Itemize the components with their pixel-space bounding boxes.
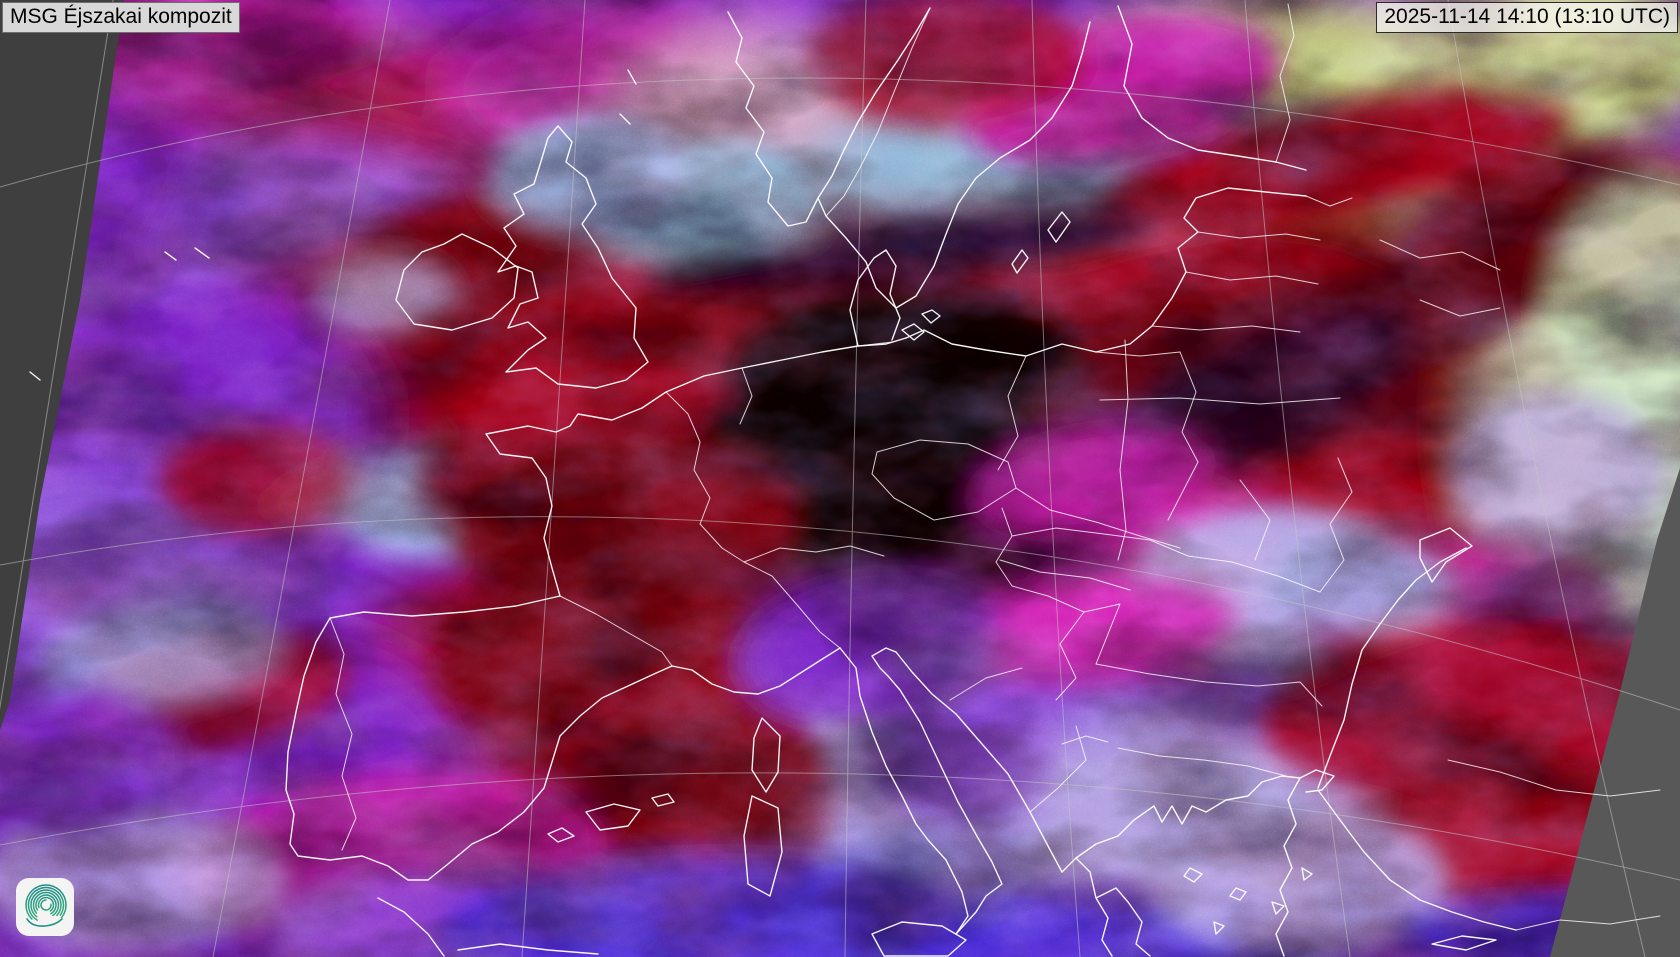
timestamp-label: 2025-11-14 14:10 (13:10 UTC) bbox=[1376, 2, 1678, 33]
no-data-corner-left bbox=[0, 0, 124, 730]
weather-service-logo bbox=[16, 878, 74, 936]
no-data-corner-right bbox=[1550, 468, 1680, 957]
cyclone-spiral-icon bbox=[25, 884, 67, 927]
product-label: MSG Éjszakai kompozit bbox=[2, 2, 240, 33]
country-borders bbox=[329, 3, 1661, 931]
